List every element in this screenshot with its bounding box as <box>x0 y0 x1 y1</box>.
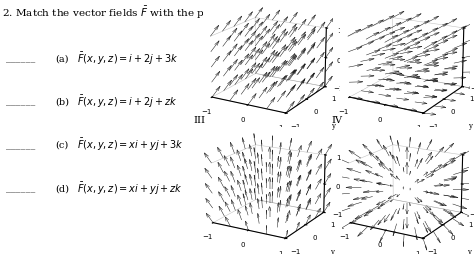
Text: ______: ______ <box>6 140 36 149</box>
Y-axis label: y: y <box>468 122 472 130</box>
Text: III: III <box>194 116 206 124</box>
Text: (c): (c) <box>55 140 68 149</box>
X-axis label: x: x <box>230 133 234 141</box>
Text: IV: IV <box>331 116 342 124</box>
X-axis label: x: x <box>367 133 371 141</box>
Text: (d): (d) <box>55 183 69 193</box>
Y-axis label: y: y <box>330 247 334 254</box>
Text: ______: ______ <box>6 183 36 193</box>
Text: ______: ______ <box>6 97 36 106</box>
Y-axis label: y: y <box>467 247 471 254</box>
Text: (a): (a) <box>55 54 69 63</box>
Text: $\bar{F}(x, y, z) = x\mathit{i} + y\mathit{j} + z\mathit{k}$: $\bar{F}(x, y, z) = x\mathit{i} + y\math… <box>77 180 183 196</box>
Text: $\bar{F}(x, y, z) = \mathit{i} + 2\mathit{j} + 3\mathit{k}$: $\bar{F}(x, y, z) = \mathit{i} + 2\mathi… <box>77 51 179 66</box>
Text: 2. Match the vector fields $\bar{F}$ with the plots labeled I – IV.: 2. Match the vector fields $\bar{F}$ wit… <box>2 5 299 21</box>
Text: $\bar{F}(x, y, z) = x\mathit{i} + y\mathit{j} + 3\mathit{k}$: $\bar{F}(x, y, z) = x\mathit{i} + y\math… <box>77 137 184 153</box>
Y-axis label: y: y <box>331 122 335 130</box>
Text: (b): (b) <box>55 97 69 106</box>
Text: $\bar{F}(x, y, z) = \mathit{i} + 2\mathit{j} + z\mathit{k}$: $\bar{F}(x, y, z) = \mathit{i} + 2\mathi… <box>77 94 178 109</box>
Text: ______: ______ <box>6 54 36 63</box>
